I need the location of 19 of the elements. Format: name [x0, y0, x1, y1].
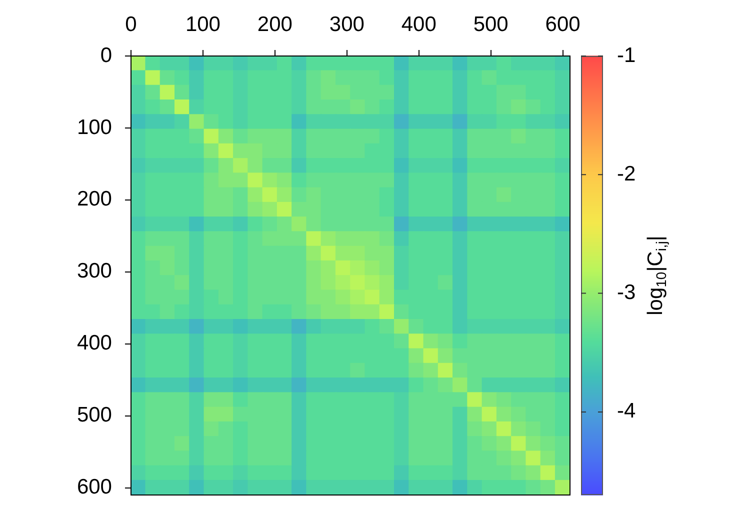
- y-tick-label: 200: [76, 188, 112, 211]
- x-tick-label: 0: [125, 13, 137, 36]
- color-bar-label: -3: [617, 281, 636, 304]
- y-tick-label: 400: [76, 332, 112, 355]
- x-tick-label: 400: [401, 13, 436, 36]
- y-tick-label: 500: [76, 404, 112, 427]
- y-tick-label: 0: [100, 44, 112, 67]
- color-bar-label: -1: [617, 44, 636, 67]
- y-tick-label: 100: [76, 116, 112, 139]
- x-tick-label: 100: [185, 13, 220, 36]
- x-tick-label: 200: [257, 13, 292, 36]
- x-tick-label: 500: [473, 13, 508, 36]
- x-tick-label: 300: [329, 13, 364, 36]
- y-tick-label: 600: [76, 476, 112, 499]
- color-bar-title: log10|Ci,j|: [644, 236, 669, 316]
- y-tick-label: 300: [76, 260, 112, 283]
- color-bar-label: -2: [617, 162, 636, 186]
- x-tick-label: 600: [545, 13, 580, 36]
- color-bar-label: -4: [617, 400, 636, 423]
